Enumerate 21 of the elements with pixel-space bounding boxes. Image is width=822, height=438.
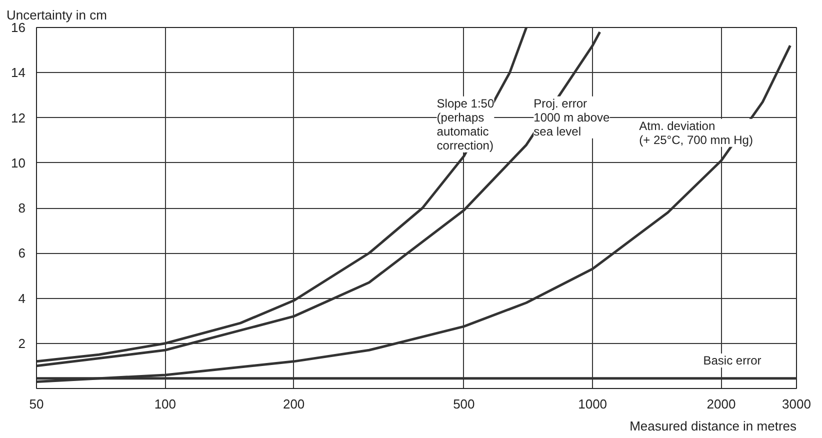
series-label: Slope 1:50 (perhaps automatic correction) xyxy=(436,96,494,152)
y-axis-title: Uncertainty in cm xyxy=(6,8,107,22)
y-tick-label: 8 xyxy=(18,200,26,216)
y-tick-label: 6 xyxy=(18,246,26,261)
x-axis-title: Measured distance in metres xyxy=(630,418,797,434)
y-tick-label: 14 xyxy=(11,65,26,80)
x-tick-label: 3000 xyxy=(782,396,811,412)
x-tick-label: 2000 xyxy=(706,396,736,412)
y-tick-label: 16 xyxy=(11,20,26,35)
x-tick-label: 100 xyxy=(154,396,176,412)
x-tick-label: 200 xyxy=(282,396,305,412)
y-tick-label: 10 xyxy=(11,155,26,170)
y-tick-label: 4 xyxy=(18,290,26,306)
x-tick-label: 1000 xyxy=(578,396,608,412)
series-label: Proj. error 1000 m above sea level xyxy=(534,96,610,138)
y-tick-label: 12 xyxy=(11,110,26,126)
x-tick-label: 500 xyxy=(453,396,475,412)
series-label: Basic error xyxy=(703,354,762,368)
y-tick-label: 2 xyxy=(18,336,26,351)
x-tick-label: 50 xyxy=(29,396,44,412)
series-label: Atm. deviation (+ 25°C, 700 mm Hg) xyxy=(639,118,753,147)
